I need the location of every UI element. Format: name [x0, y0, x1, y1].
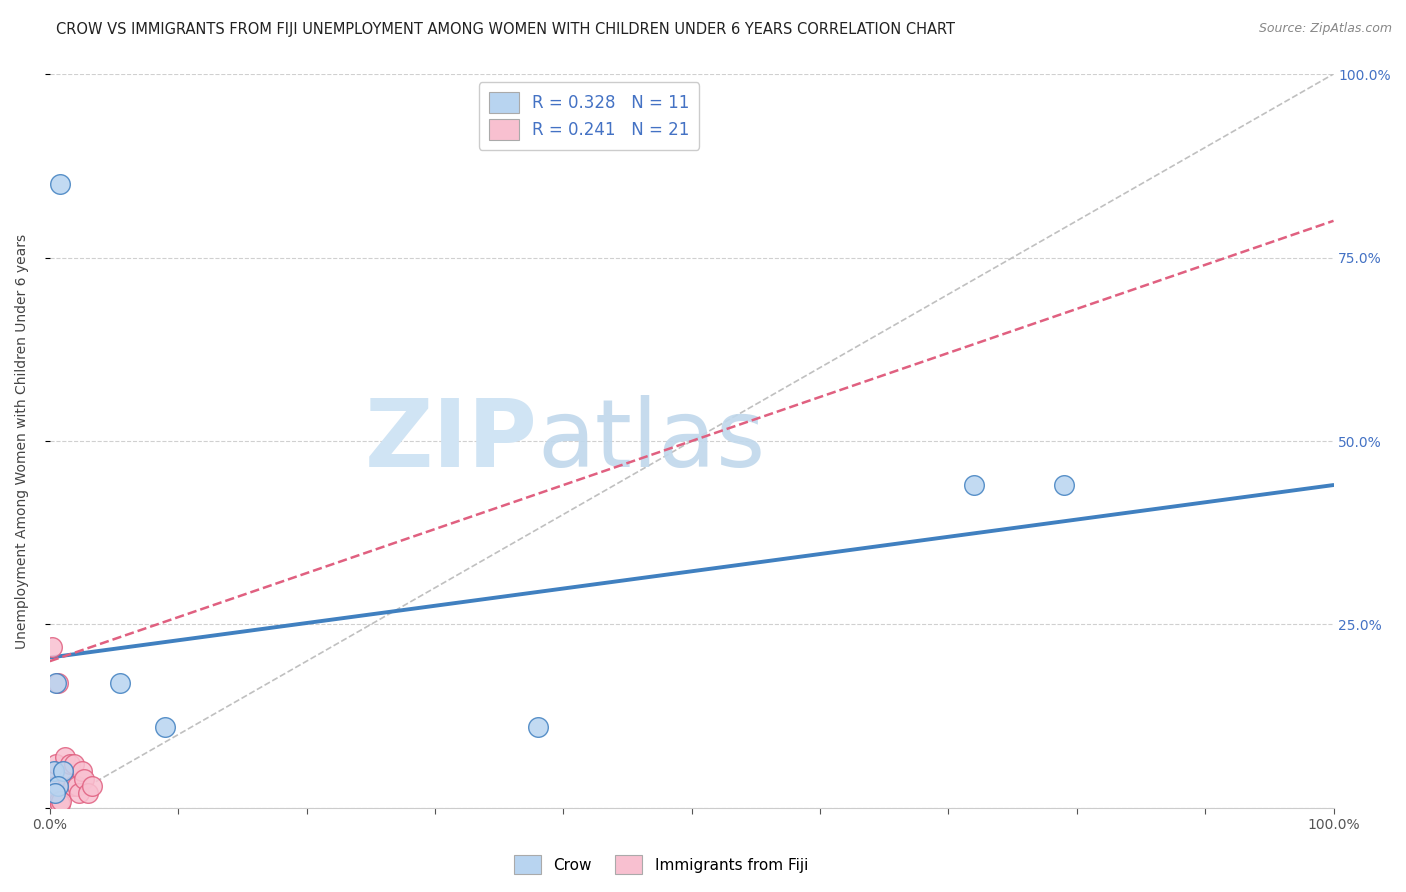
- Point: [70, 764, 93, 779]
- Point: [45, 756, 67, 771]
- Point: [1053, 478, 1076, 492]
- Point: [48, 794, 70, 808]
- Point: [44, 779, 66, 793]
- Point: [155, 720, 177, 734]
- Point: [62, 779, 84, 793]
- Point: [49, 797, 72, 812]
- Text: atlas: atlas: [537, 395, 766, 487]
- Point: [53, 749, 76, 764]
- Point: [42, 764, 65, 779]
- Point: [82, 779, 104, 793]
- Point: [44, 786, 66, 800]
- Point: [59, 756, 82, 771]
- Point: [110, 676, 132, 690]
- Point: [52, 764, 75, 779]
- Text: CROW VS IMMIGRANTS FROM FIJI UNEMPLOYMENT AMONG WOMEN WITH CHILDREN UNDER 6 YEAR: CROW VS IMMIGRANTS FROM FIJI UNEMPLOYMEN…: [56, 22, 955, 37]
- Point: [77, 786, 100, 800]
- Point: [42, 772, 65, 786]
- Y-axis label: Unemployment Among Women with Children Under 6 years: Unemployment Among Women with Children U…: [15, 234, 30, 648]
- Point: [66, 779, 89, 793]
- Point: [52, 764, 75, 779]
- Legend: Crow, Immigrants from Fiji: Crow, Immigrants from Fiji: [508, 849, 814, 880]
- Point: [63, 756, 86, 771]
- Point: [46, 676, 69, 690]
- Point: [526, 720, 548, 734]
- Point: [963, 478, 986, 492]
- Legend: R = 0.328   N = 11, R = 0.241   N = 21: R = 0.328 N = 11, R = 0.241 N = 21: [478, 82, 699, 150]
- Point: [51, 794, 73, 808]
- Point: [56, 772, 79, 786]
- Point: [67, 786, 90, 800]
- Point: [46, 786, 69, 800]
- Point: [49, 177, 72, 191]
- Point: [45, 676, 67, 690]
- Point: [41, 640, 63, 654]
- Point: [46, 779, 69, 793]
- Point: [73, 772, 96, 786]
- Text: ZIP: ZIP: [364, 395, 537, 487]
- Text: Source: ZipAtlas.com: Source: ZipAtlas.com: [1258, 22, 1392, 36]
